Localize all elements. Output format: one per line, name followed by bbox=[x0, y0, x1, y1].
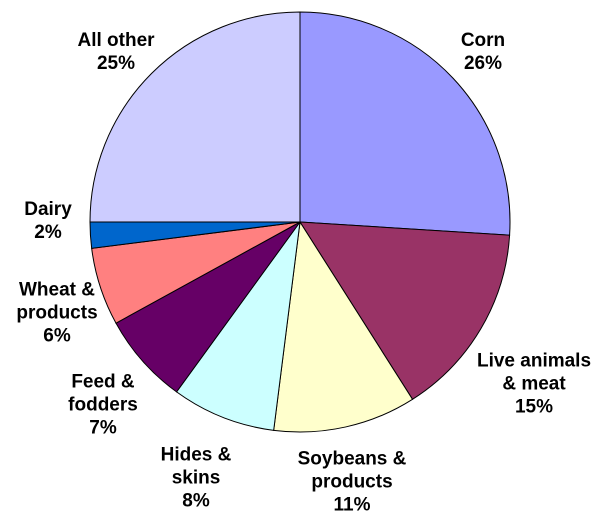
slice-label-text: fodders bbox=[68, 394, 138, 416]
slice-label-2: Soybeans & products 11% bbox=[298, 448, 407, 517]
slice-label-text: & meat bbox=[502, 373, 566, 395]
pie-slices bbox=[89, 11, 511, 433]
pie-slice-1 bbox=[299, 221, 511, 401]
slice-percent: 2% bbox=[34, 222, 62, 243]
slice-label-text: Dairy bbox=[24, 199, 72, 220]
slice-percent: 11% bbox=[333, 494, 371, 516]
pie-slice-2 bbox=[273, 220, 414, 433]
pie-slice-3 bbox=[175, 221, 301, 431]
slice-label-7: All other 25% bbox=[77, 29, 154, 75]
pie-slice-0 bbox=[299, 11, 511, 236]
slice-label-6: Dairy 2% bbox=[24, 198, 72, 244]
slice-percent: 6% bbox=[43, 325, 71, 347]
pie-slice-7 bbox=[89, 11, 301, 223]
slice-label-text: products bbox=[311, 471, 393, 493]
slice-label-text: products bbox=[16, 302, 98, 324]
slice-percent: 15% bbox=[514, 396, 554, 418]
slice-label-0: Corn 26% bbox=[461, 29, 505, 75]
slice-label-text: skins bbox=[171, 467, 221, 489]
slice-label-text: Feed & bbox=[71, 371, 135, 393]
slice-percent: 7% bbox=[89, 417, 117, 439]
slice-percent: 26% bbox=[463, 53, 503, 74]
slice-label-text: Hides & bbox=[160, 444, 232, 466]
slice-label-text: All other bbox=[77, 30, 155, 51]
slice-label-4: Feed & fodders 7% bbox=[68, 371, 138, 440]
slice-percent: 8% bbox=[182, 490, 210, 512]
slice-label-5: Wheat & products 6% bbox=[16, 279, 97, 348]
slice-label-text: Live animals bbox=[476, 350, 592, 372]
slice-percent: 25% bbox=[96, 53, 136, 74]
slice-label-text: Soybeans & bbox=[297, 448, 407, 470]
slice-label-text: Corn bbox=[460, 30, 506, 51]
slice-label-3: Hides & skins 8% bbox=[161, 444, 232, 513]
slice-label-text: Wheat & bbox=[19, 279, 95, 301]
slice-label-1: Live animals & meat 15% bbox=[477, 350, 591, 419]
